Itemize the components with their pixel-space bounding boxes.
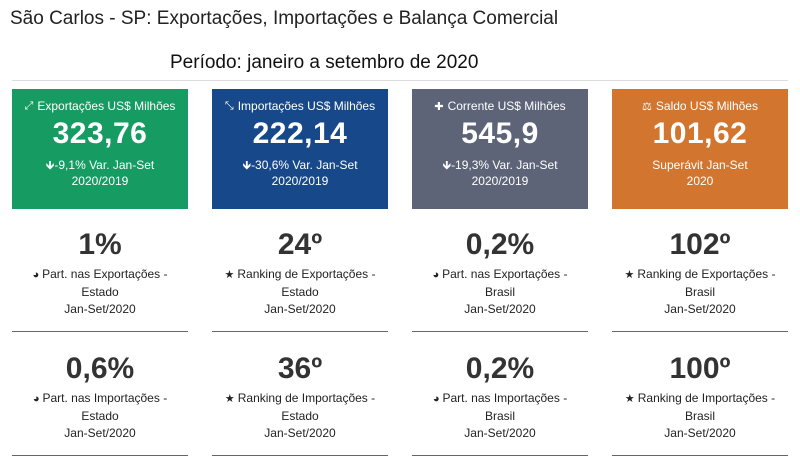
stat-period: Jan-Set/2020 (664, 426, 736, 440)
arrow-down-icon: 🡻 (242, 158, 252, 172)
stat-period: Jan-Set/2020 (64, 302, 136, 316)
pie-chart-icon: ◕ (32, 269, 40, 281)
arrow-down-icon: 🡻 (45, 158, 55, 172)
stat-value: 1% (78, 228, 122, 261)
stat-period: Jan-Set/2020 (64, 426, 136, 440)
stat-underline (412, 455, 588, 456)
card-variation: Superávit Jan-Set (652, 158, 748, 172)
card-variation-period: 2020 (686, 174, 714, 188)
arrows-compress-icon: ⤡ (224, 99, 234, 112)
stat-import-share-state: 0,6% ◕ Part. nas Importações - Estado Jan-S… (12, 352, 188, 456)
stat-label: Ranking de Importações - (237, 391, 376, 405)
stat-import-ranking-state: 36º ★ Ranking de Importações - Estado Jan-S… (212, 352, 388, 456)
stat-scope: Brasil (684, 409, 715, 423)
card-label: Saldo US$ Milhões (655, 99, 758, 113)
stat-value: 100º (669, 352, 731, 385)
card-variation: -19,3% Var. Jan-Set (451, 158, 558, 172)
stat-label: Ranking de Exportações - (237, 267, 376, 281)
page-title: São Carlos - SP: Exportações, Importaçõe… (10, 8, 559, 29)
card-label: Exportações US$ Milhões (37, 99, 176, 113)
stat-scope: Brasil (484, 285, 515, 299)
stat-label: Part. nas Exportações - (42, 267, 168, 281)
star-icon: ★ (224, 393, 235, 405)
trade-flow-card: ✚ Corrente US$ Milhões 545,9 🡻-19,3% Var.… (412, 89, 588, 209)
stat-underline (212, 455, 388, 456)
stat-label: Part. nas Exportações - (442, 267, 568, 281)
pie-chart-icon: ◕ (32, 393, 40, 405)
card-variation: -9,1% Var. Jan-Set (54, 158, 155, 172)
stat-value: 102º (669, 228, 731, 261)
imports-card: ⤡ Importações US$ Milhões 222,14 🡻-30,6% … (212, 89, 388, 209)
stat-export-ranking-brazil: 102º ★ Ranking de Exportações - Brasil Jan-… (612, 228, 788, 332)
stat-period: Jan-Set/2020 (264, 426, 336, 440)
stat-underline (212, 331, 388, 332)
stat-underline (612, 455, 788, 456)
exports-card: ⤢ Exportações US$ Milhões 323,76 🡻-9,1% V… (12, 89, 188, 209)
stat-scope: Brasil (484, 409, 515, 423)
stat-value: 0,2% (465, 228, 535, 261)
card-value: 222,14 (252, 117, 348, 150)
stat-label: Part. nas Importações - (42, 391, 168, 405)
card-variation-period: 2020/2019 (471, 174, 529, 188)
card-value: 323,76 (52, 117, 148, 150)
star-icon: ★ (224, 269, 235, 281)
balance-card: ⚖ Saldo US$ Milhões 101,62 Superávit Jan-… (612, 89, 788, 209)
stat-value: 0,6% (65, 352, 135, 385)
plus-icon: ✚ (434, 100, 444, 113)
stat-label: Ranking de Exportações - (637, 267, 776, 281)
arrow-down-icon: 🡻 (442, 158, 452, 172)
stat-scope: Brasil (684, 285, 715, 299)
stat-value: 0,2% (465, 352, 535, 385)
card-variation: -30,6% Var. Jan-Set (251, 158, 358, 172)
stat-period: Jan-Set/2020 (664, 302, 736, 316)
stat-scope: Estado (81, 285, 119, 299)
period-label: Período: janeiro a setembro de 2020 (170, 52, 479, 73)
arrows-expand-icon: ⤢ (24, 99, 34, 112)
card-value: 101,62 (652, 117, 748, 150)
pie-chart-icon: ◕ (432, 269, 440, 281)
star-icon: ★ (624, 269, 635, 281)
stat-period: Jan-Set/2020 (464, 302, 536, 316)
stat-period: Jan-Set/2020 (464, 426, 536, 440)
stat-scope: Estado (81, 409, 119, 423)
stat-label: Ranking de Importações - (637, 391, 776, 405)
balance-scale-icon: ⚖ (642, 100, 652, 113)
stat-export-share-brazil: 0,2% ◕ Part. nas Exportações - Brasil Jan-S… (412, 228, 588, 332)
card-value: 545,9 (461, 117, 539, 150)
stat-import-ranking-brazil: 100º ★ Ranking de Importações - Brasil Jan-… (612, 352, 788, 456)
stat-underline (12, 455, 188, 456)
stat-underline (412, 331, 588, 332)
card-label: Corrente US$ Milhões (447, 99, 566, 113)
stat-scope: Estado (281, 285, 319, 299)
stat-value: 24º (277, 228, 323, 261)
stat-value: 36º (277, 352, 323, 385)
card-label: Importações US$ Milhões (237, 99, 376, 113)
card-variation-period: 2020/2019 (71, 174, 129, 188)
stat-underline (612, 331, 788, 332)
stat-export-ranking-state: 24º ★ Ranking de Exportações - Estado Jan-S… (212, 228, 388, 332)
stat-import-share-brazil: 0,2% ◕ Part. nas Importações - Brasil Jan-S… (412, 352, 588, 456)
star-icon: ★ (624, 393, 635, 405)
header-divider (12, 80, 788, 81)
stat-underline (12, 331, 188, 332)
stat-scope: Estado (281, 409, 319, 423)
card-variation-period: 2020/2019 (271, 174, 329, 188)
stat-period: Jan-Set/2020 (264, 302, 336, 316)
pie-chart-icon: ◕ (432, 393, 440, 405)
stat-export-share-state: 1% ◕ Part. nas Exportações - Estado Jan-Set… (12, 228, 188, 332)
stat-label: Part. nas Importações - (442, 391, 568, 405)
